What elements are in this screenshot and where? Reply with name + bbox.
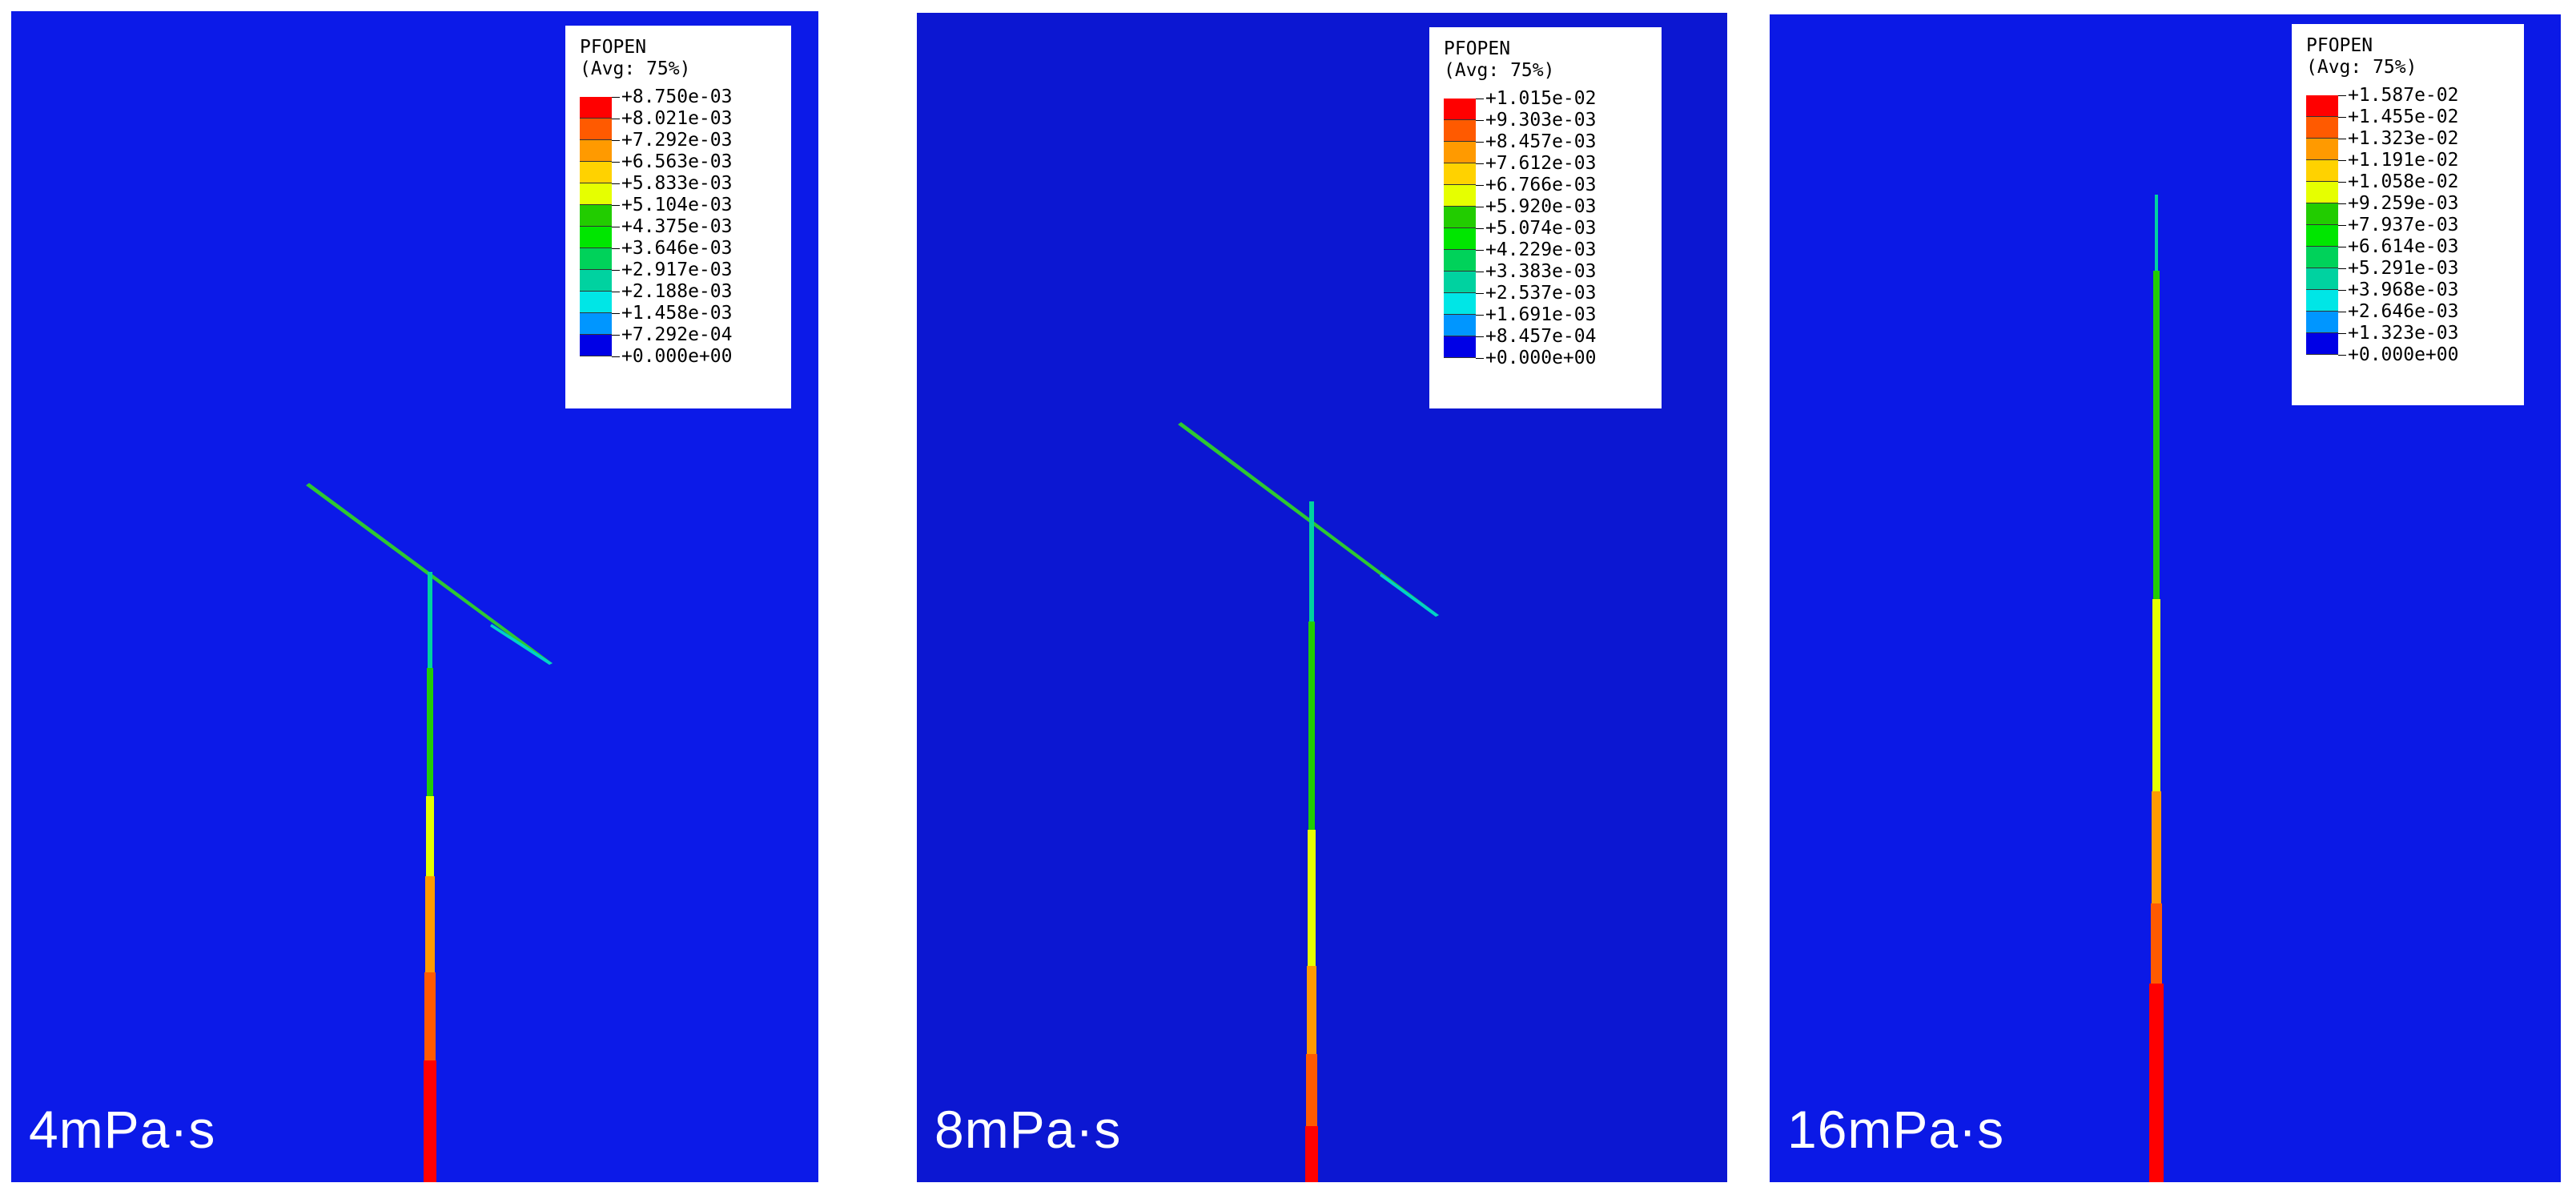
legend-tick: +1.015e-02: [1476, 88, 1596, 110]
contour-panel-4mpas: PFOPEN (Avg: 75%) +8.750e-03 +8.021e-03: [11, 11, 818, 1182]
legend-tick: +8.457e-03: [1476, 131, 1596, 153]
legend-variable: PFOPEN: [580, 37, 647, 58]
legend-tick: +4.375e-03: [612, 216, 732, 238]
legend-tick: +0.000e+00: [612, 346, 732, 368]
legend-tick: +0.000e+00: [1476, 348, 1596, 369]
legend-tick: +1.323e-03: [2338, 323, 2458, 344]
main-fracture-tip: [1309, 501, 1314, 622]
legend-tick: +8.021e-03: [612, 108, 732, 130]
legend-tick: +1.323e-02: [2338, 128, 2458, 150]
legend-tick: +1.191e-02: [2338, 150, 2458, 171]
legend-tick: +1.455e-02: [2338, 107, 2458, 128]
legend-tick: +9.303e-03: [1476, 110, 1596, 131]
legend-tick: +3.383e-03: [1476, 261, 1596, 283]
viscosity-label: 4mPa·s: [29, 1100, 216, 1159]
legend-tick: +2.917e-03: [612, 260, 732, 281]
legend-variable: PFOPEN: [1444, 38, 1511, 59]
main-fracture-base: [2149, 984, 2164, 1182]
legend-tick: +5.291e-03: [2338, 258, 2458, 280]
legend-tick: +0.000e+00: [2338, 344, 2458, 366]
legend-tick: +6.563e-03: [612, 151, 732, 173]
legend-variable: PFOPEN: [2306, 35, 2373, 56]
legend-tick: +7.937e-03: [2338, 215, 2458, 236]
contour-panel-16mpas: PFOPEN (Avg: 75%) +1.587e-02 +1.455e-02: [1770, 14, 2561, 1182]
legend-tick: +2.537e-03: [1476, 283, 1596, 304]
contour-legend: PFOPEN (Avg: 75%) +8.750e-03 +8.021e-03: [565, 26, 791, 408]
legend-tick: +5.104e-03: [612, 195, 732, 216]
branch-fracture: [1178, 422, 1439, 617]
legend-tick: +5.920e-03: [1476, 196, 1596, 218]
main-fracture-base: [1305, 1126, 1318, 1182]
main-fracture-tip: [2155, 195, 2158, 271]
legend-color-bar: [1444, 99, 1476, 358]
legend-averaging: (Avg: 75%): [580, 58, 691, 79]
legend-tick: +6.766e-03: [1476, 175, 1596, 196]
legend-tick: +2.646e-03: [2338, 301, 2458, 323]
legend-tick: +1.587e-02: [2338, 85, 2458, 107]
legend-tick: +4.229e-03: [1476, 239, 1596, 261]
legend-tick: +6.614e-03: [2338, 236, 2458, 258]
legend-tick: +3.646e-03: [612, 238, 732, 260]
legend-color-bar: [580, 97, 612, 356]
legend-tick: +5.833e-03: [612, 173, 732, 195]
legend-tick: +5.074e-03: [1476, 218, 1596, 239]
legend-tick: +8.750e-03: [612, 87, 732, 108]
viscosity-label: 16mPa·s: [1787, 1100, 2005, 1159]
legend-tick: +2.188e-03: [612, 281, 732, 303]
main-fracture-base: [424, 1060, 436, 1182]
contour-legend: PFOPEN (Avg: 75%) +1.015e-02 +9.303e-03: [1429, 27, 1662, 408]
contour-panel-8mpas: PFOPEN (Avg: 75%) +1.015e-02 +9.303e-03: [917, 13, 1727, 1182]
main-fracture-tip: [428, 572, 432, 668]
legend-tick: +1.691e-03: [1476, 304, 1596, 326]
legend-tick: +7.292e-04: [612, 324, 732, 346]
legend-tick: +7.612e-03: [1476, 153, 1596, 175]
contour-legend: PFOPEN (Avg: 75%) +1.587e-02 +1.455e-02: [2292, 24, 2524, 405]
legend-tick: +9.259e-03: [2338, 193, 2458, 215]
legend-tick: +8.457e-04: [1476, 326, 1596, 348]
legend-averaging: (Avg: 75%): [2306, 57, 2417, 78]
viscosity-label: 8mPa·s: [934, 1100, 1122, 1159]
legend-tick: +7.292e-03: [612, 130, 732, 151]
legend-tick: +1.058e-02: [2338, 171, 2458, 193]
legend-tick: +1.458e-03: [612, 303, 732, 324]
legend-averaging: (Avg: 75%): [1444, 60, 1555, 81]
legend-tick: +3.968e-03: [2338, 280, 2458, 301]
legend-color-bar: [2306, 95, 2338, 355]
